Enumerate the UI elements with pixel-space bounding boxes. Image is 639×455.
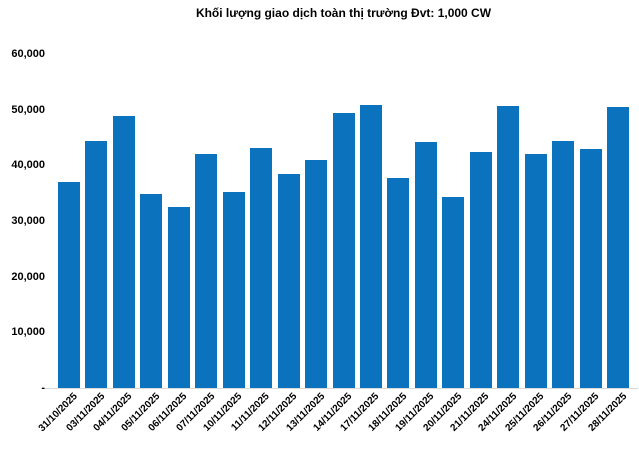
x-tick-label: 10/11/2025	[201, 391, 245, 434]
bar-20/11/2025	[442, 197, 465, 388]
bar-04/11/2025	[112, 116, 135, 388]
y-tick-label: 20,000	[11, 271, 45, 283]
y-tick-label: 40,000	[11, 159, 45, 171]
x-tick-label: 25/11/2025	[503, 391, 547, 434]
x-tick-label: 06/11/2025	[146, 391, 190, 434]
x-tick-label: 27/11/2025	[558, 391, 602, 434]
x-tick-label: 18/11/2025	[366, 391, 410, 434]
bar-27/11/2025	[579, 149, 602, 388]
y-axis: 60,000 50,000 40,000 30,000 20,000 10,000 -	[0, 0, 45, 400]
x-tick-label: 05/11/2025	[119, 391, 163, 434]
bar-26/11/2025	[552, 141, 575, 388]
x-tick-label: 14/11/2025	[311, 391, 355, 434]
x-tick-label: 12/11/2025	[256, 391, 300, 434]
y-tick-label: -	[41, 382, 45, 394]
y-tick-label: 50,000	[11, 104, 45, 116]
x-tick-label: 04/11/2025	[91, 391, 135, 434]
x-axis-line	[45, 388, 638, 389]
bar-21/11/2025	[469, 152, 492, 388]
bar-17/11/2025	[359, 105, 382, 388]
bar-12/11/2025	[277, 174, 300, 388]
x-tick-label: 24/11/2025	[476, 391, 519, 434]
x-tick-label: 07/11/2025	[174, 391, 218, 434]
bar-11/11/2025	[250, 148, 273, 388]
bar-18/11/2025	[387, 178, 410, 388]
bar-19/11/2025	[414, 142, 437, 388]
bar-06/11/2025	[167, 207, 190, 388]
x-tick-label: 17/11/2025	[338, 391, 382, 434]
bar-10/11/2025	[222, 192, 245, 388]
x-tick-label: 20/11/2025	[421, 391, 465, 434]
x-tick-label: 19/11/2025	[393, 391, 437, 434]
x-tick-label: 28/11/2025	[585, 391, 629, 434]
bar-25/11/2025	[524, 154, 547, 388]
bar-05/11/2025	[140, 194, 163, 388]
plot-area	[58, 105, 629, 388]
bar-07/11/2025	[195, 154, 218, 388]
x-tick-label: 26/11/2025	[531, 391, 574, 434]
y-tick-label: 10,000	[11, 326, 45, 338]
x-tick-label: 13/11/2025	[284, 391, 327, 434]
chart-title: Khối lượng giao dịch toàn thị trường Đvt…	[195, 6, 492, 20]
bar-31/10/2025	[58, 182, 80, 388]
bar-24/11/2025	[497, 106, 520, 388]
bar-14/11/2025	[332, 113, 355, 388]
x-tick-label: 03/11/2025	[64, 391, 108, 434]
y-tick-label: 60,000	[11, 48, 45, 60]
bar-13/11/2025	[305, 160, 328, 388]
y-tick-label: 30,000	[11, 215, 45, 227]
bar-03/11/2025	[85, 141, 108, 388]
x-tick-label: 21/11/2025	[448, 391, 492, 434]
x-tick-label: 11/11/2025	[229, 391, 272, 434]
bar-28/11/2025	[607, 107, 629, 388]
